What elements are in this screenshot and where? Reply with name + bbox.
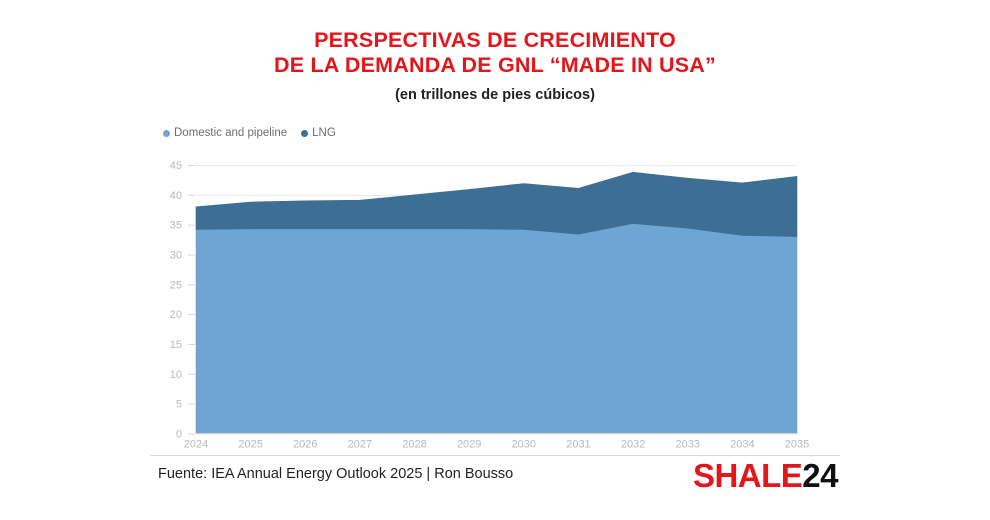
chart-areas — [195, 171, 798, 434]
legend-item-domestic-and-pipeline[interactable]: Domestic and pipeline — [163, 127, 287, 139]
x-tick-label-2032: 2032 — [621, 439, 645, 451]
area-series-lng — [195, 171, 798, 237]
area-series-domestic-and-pipeline — [195, 223, 798, 434]
chart-gridlines — [196, 165, 797, 405]
y-tick-label-20: 20 — [170, 309, 182, 321]
x-tick-label-2029: 2029 — [457, 439, 481, 451]
page-subtitle: (en trillones de pies cúbicos) — [395, 87, 595, 103]
y-axis-ticks: 0 5 10 15 20 25 30 35 40 45 — [170, 160, 195, 441]
page-title-line-2: DE LA DEMANDA DE GNL “MADE IN USA” — [274, 53, 716, 77]
x-tick-label-2028: 2028 — [402, 439, 426, 451]
brand-logo-secondary: 24 — [802, 457, 838, 494]
x-tick-label-2034: 2034 — [730, 439, 754, 451]
chart-legend: Domestic and pipeline LNG — [163, 127, 336, 139]
x-tick-label-2024: 2024 — [184, 439, 208, 451]
y-tick-label-15: 15 — [170, 339, 182, 351]
legend-label-domestic-and-pipeline: Domestic and pipeline — [174, 127, 288, 139]
x-axis-ticks: 2024 2025 2026 2027 2028 2029 2030 2031 2032 2033… — [184, 439, 809, 451]
page-title-line-1: PERSPECTIVAS DE CRECIMIENTO — [314, 28, 676, 52]
y-tick-label-30: 30 — [170, 250, 182, 262]
legend-item-lng[interactable]: LNG — [301, 127, 336, 139]
source-note: Fuente: IEA Annual Energy Outlook 2025 |… — [158, 466, 514, 482]
y-tick-label-5: 5 — [176, 399, 182, 411]
y-tick-label-0: 0 — [176, 429, 182, 441]
legend-dot-icon-domestic-and-pipeline — [163, 129, 170, 137]
y-tick-label-25: 25 — [170, 279, 182, 291]
y-tick-label-40: 40 — [170, 190, 182, 202]
x-tick-label-2030: 2030 — [512, 439, 536, 451]
x-tick-label-2035: 2035 — [785, 439, 809, 451]
y-tick-label-45: 45 — [170, 160, 182, 172]
legend-label-lng: LNG — [312, 127, 336, 139]
x-tick-label-2031: 2031 — [566, 439, 590, 451]
y-tick-label-10: 10 — [170, 369, 182, 381]
brand-logo: SHALE24 — [692, 457, 839, 494]
legend-dot-icon-lng — [301, 129, 309, 137]
x-tick-label-2025: 2025 — [238, 439, 262, 451]
title-block: PERSPECTIVAS DE CRECIMIENTO DE LA DEMAND… — [0, 28, 990, 104]
x-tick-label-2026: 2026 — [293, 439, 317, 451]
footer-divider — [150, 455, 840, 456]
x-tick-label-2033: 2033 — [675, 439, 699, 451]
brand-logo-primary: SHALE — [692, 457, 803, 494]
x-tick-label-2027: 2027 — [348, 439, 372, 451]
y-tick-label-35: 35 — [170, 220, 182, 232]
